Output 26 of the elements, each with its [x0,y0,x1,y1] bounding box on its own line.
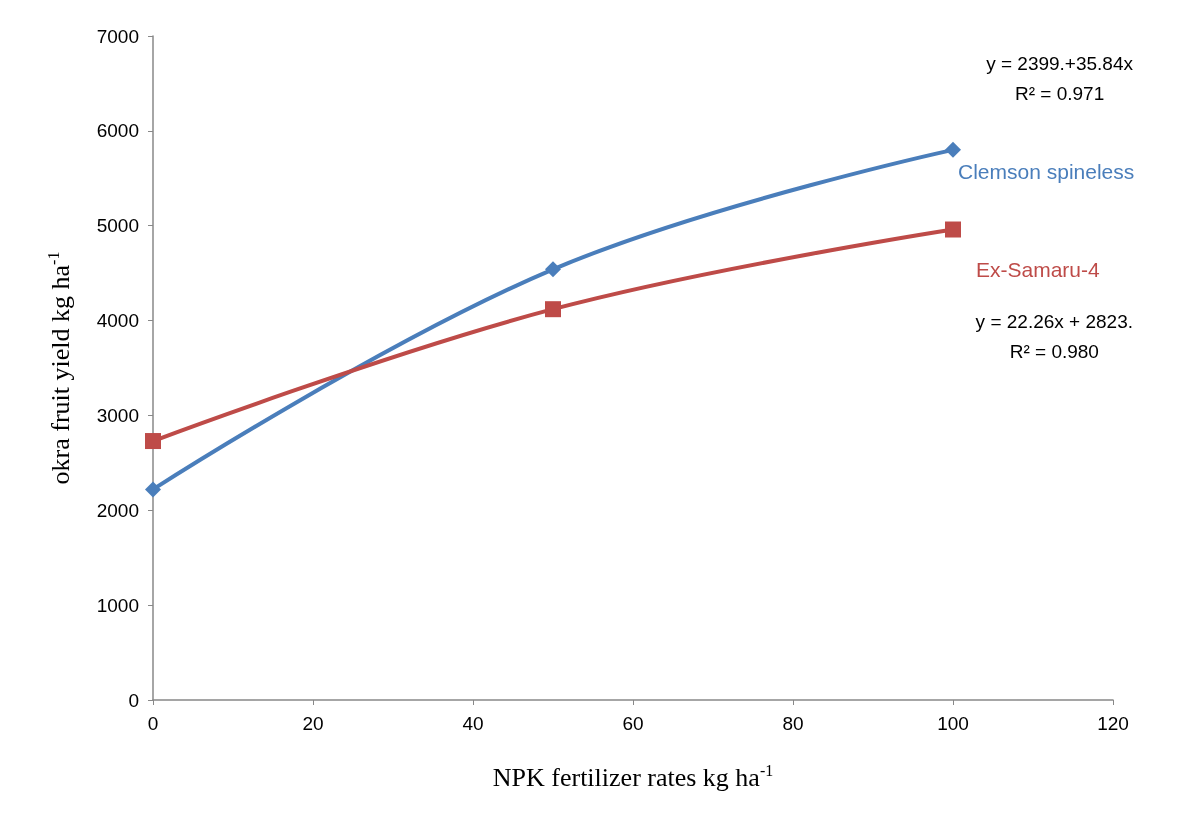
y-tick-label: 7000 [96,25,139,47]
point [945,141,961,158]
x-tick-label: 40 [462,713,484,734]
series-label: Ex-Samaru-4 [976,258,1101,282]
point [545,261,561,278]
point [145,481,161,498]
y-axis-title: okra fruit yield kg ha-1 [44,251,75,485]
series-label: Clemson spineless [958,160,1135,184]
x-tick-label: 120 [1097,713,1129,734]
x-tick-label: 100 [937,713,969,734]
y-tick-label: 4000 [96,310,139,332]
x-tick-label: 0 [147,713,159,734]
y-tick-label: 6000 [96,120,139,142]
annotation: y = 2399.+35.84x R² = 0.971 [986,52,1134,104]
point [145,433,161,450]
y-tick-label: 2000 [96,499,139,521]
annotation: y = 22.26x + 2823. R² = 0.980 [975,310,1133,362]
point [545,301,561,318]
point [945,221,961,238]
y-tick-label: 1000 [96,594,139,616]
x-tick-label: 60 [622,713,644,734]
x-tick-label: 80 [782,713,804,734]
x-tick-label: 20 [302,713,324,734]
y-tick-label: 0 [128,689,139,711]
y-tick-label: 5000 [96,215,139,237]
y-tick-label: 3000 [96,404,139,426]
